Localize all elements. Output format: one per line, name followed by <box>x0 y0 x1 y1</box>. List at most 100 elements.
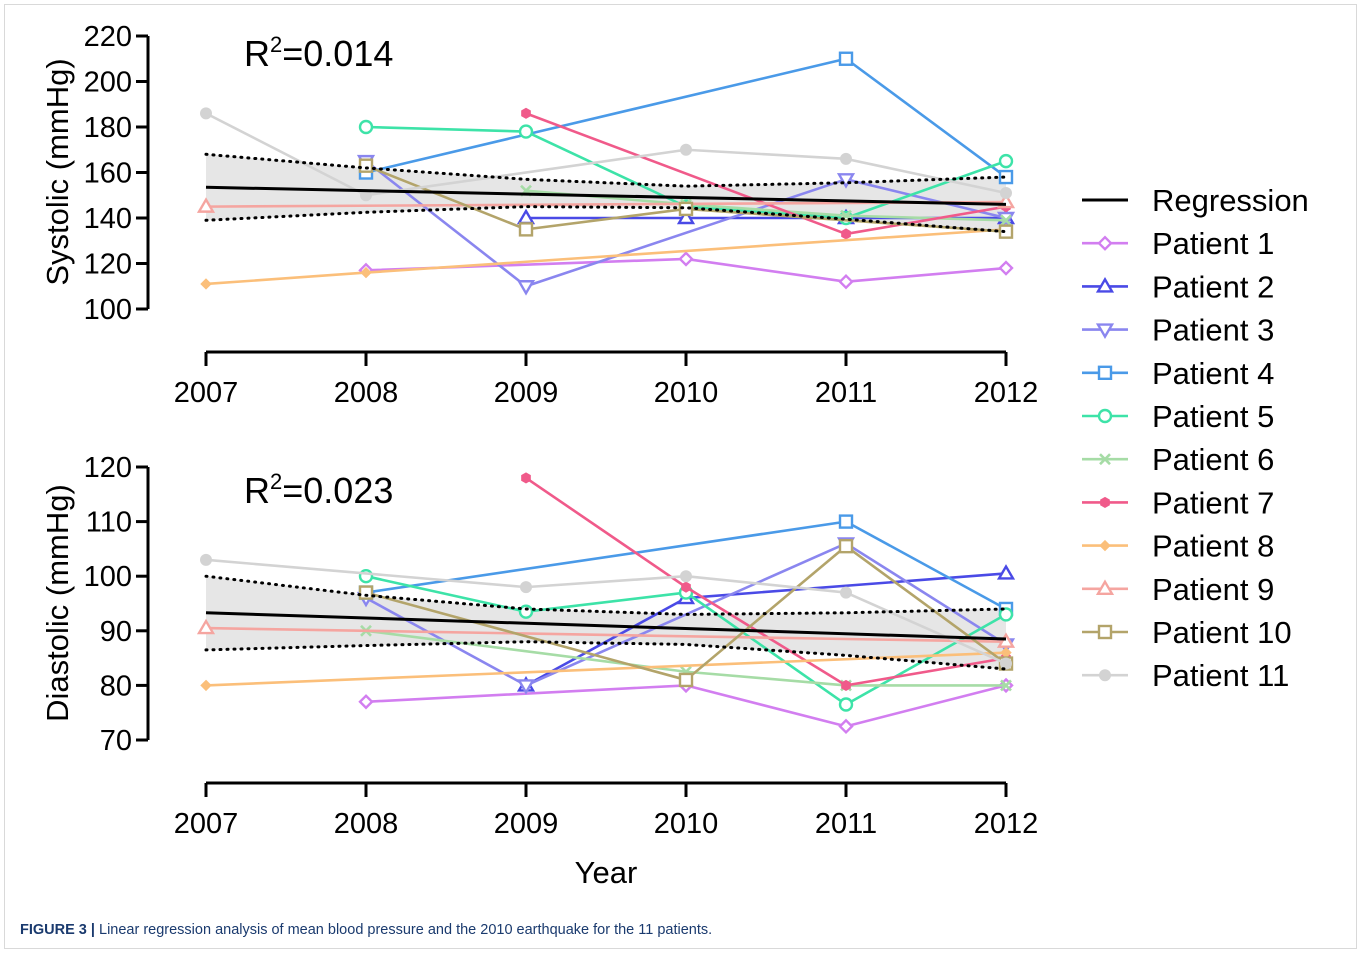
diastolic-x-tick-label: 2011 <box>815 808 877 840</box>
legend-label: Patient 1 <box>1152 226 1274 261</box>
data-point <box>680 570 692 583</box>
legend-label: Patient 3 <box>1152 313 1274 348</box>
data-point <box>998 153 1014 169</box>
diastolic-r-squared: R2=0.023 <box>244 469 393 511</box>
data-point <box>838 697 854 712</box>
legend-marker <box>1095 277 1115 293</box>
data-point <box>516 280 536 296</box>
data-point <box>520 581 532 594</box>
series-line <box>525 476 1007 687</box>
legend-marker <box>1097 365 1113 380</box>
series-line <box>525 189 1007 222</box>
data-point <box>838 718 854 735</box>
caption-label: FIGURE 3 | <box>20 922 95 938</box>
diastolic-y-tick-label: 120 <box>84 452 132 484</box>
data-point <box>518 604 534 619</box>
series-line <box>365 629 1006 687</box>
legend-marker <box>1095 323 1115 339</box>
data-point <box>1000 186 1012 199</box>
systolic-y-tick-label: 180 <box>84 112 132 144</box>
legend-item-patient-4: Patient 4 <box>1082 356 1274 391</box>
data-point <box>678 251 694 267</box>
caption-text: Linear regression analysis of mean blood… <box>99 922 713 938</box>
diastolic-x-tick-label: 2010 <box>654 808 719 840</box>
legend: Regression Patient 1 Patient 2 Patient 3 Pat… <box>1082 183 1309 693</box>
data-point <box>998 260 1014 276</box>
diastolic-y-tick-label: 70 <box>100 725 132 757</box>
data-point <box>358 158 374 173</box>
figure-caption: FIGURE 3 | Linear regression analysis of… <box>20 922 712 938</box>
systolic-x-tick-label: 2009 <box>494 377 559 409</box>
legend-label: Regression <box>1152 183 1309 218</box>
legend-item-patient-1: Patient 1 <box>1082 226 1274 261</box>
data-point <box>841 228 851 240</box>
data-point <box>358 585 374 600</box>
series-line <box>205 626 1007 644</box>
diastolic-x-tick-label: 2007 <box>174 808 239 840</box>
data-point <box>360 266 372 279</box>
legend-label: Patient 9 <box>1152 572 1274 607</box>
diastolic-series-patient-11 <box>200 553 1012 670</box>
data-point <box>840 152 852 165</box>
systolic-series-patient-11 <box>200 107 1012 202</box>
systolic-x-tick-label: 2011 <box>815 377 877 409</box>
data-point <box>1000 214 1012 227</box>
data-point <box>678 672 694 688</box>
legend-marker <box>1100 496 1110 508</box>
data-point <box>998 224 1014 239</box>
data-point <box>996 564 1016 580</box>
diastolic-series-patient-1 <box>358 677 1014 735</box>
data-point <box>518 222 534 237</box>
diastolic-panel: 70 80 90 100 110 120 2007 2008 2009 2010 2011 2012 D… <box>40 452 1038 890</box>
data-point <box>998 607 1014 622</box>
legend-label: Patient 2 <box>1152 269 1274 304</box>
data-point <box>518 124 534 139</box>
data-point <box>998 169 1014 185</box>
legend-item-patient-2: Patient 2 <box>1082 269 1274 304</box>
diastolic-regression-line <box>205 611 1007 641</box>
systolic-x-tick-label: 2007 <box>174 377 239 409</box>
data-point <box>678 201 694 217</box>
systolic-ci-lower-line <box>204 205 1008 234</box>
legend-marker <box>1097 408 1113 424</box>
diastolic-x-axis-label: Year <box>575 855 638 890</box>
legend-item-patient-5: Patient 5 <box>1082 399 1274 434</box>
systolic-y-tick-label: 200 <box>84 67 132 99</box>
legend-label: Patient 10 <box>1152 615 1292 650</box>
data-point <box>836 173 856 189</box>
data-point <box>196 618 216 635</box>
data-point <box>200 553 212 566</box>
diastolic-y-tick-label: 90 <box>100 616 132 648</box>
systolic-series-patient-7 <box>521 107 1011 240</box>
legend-marker <box>1099 539 1111 552</box>
legend-marker <box>1099 453 1111 466</box>
diastolic-y-tick-label: 100 <box>84 561 132 593</box>
legend-label: Patient 7 <box>1152 485 1274 520</box>
systolic-series-patient-4 <box>358 51 1014 185</box>
data-point <box>838 51 854 66</box>
diastolic-y-axis-label: Diastolic (mmHg) <box>40 484 75 722</box>
diastolic-x-tick-label: 2012 <box>974 808 1039 840</box>
legend-label: Patient 4 <box>1152 356 1274 391</box>
systolic-y-tick-label: 160 <box>84 158 132 190</box>
systolic-y-tick-label: 220 <box>84 21 132 53</box>
data-point <box>996 632 1016 648</box>
legend-item-patient-3: Patient 3 <box>1082 313 1274 348</box>
data-point <box>521 472 531 484</box>
legend-label: Patient 11 <box>1152 658 1289 693</box>
systolic-y-tick-label: 100 <box>84 294 132 326</box>
systolic-ci-upper-line <box>204 152 1008 188</box>
data-point <box>516 679 536 695</box>
legend-item-patient-8: Patient 8 <box>1082 529 1274 564</box>
diastolic-y-tick-label: 110 <box>86 507 132 539</box>
diastolic-ci-lower-line <box>204 640 1008 671</box>
figure-frame <box>4 4 1357 949</box>
legend-marker <box>1097 235 1113 251</box>
data-point <box>196 197 216 213</box>
data-point <box>676 208 696 225</box>
series-line <box>365 257 1007 283</box>
series-line <box>365 160 1007 288</box>
data-point <box>680 143 692 156</box>
data-point <box>838 538 854 554</box>
